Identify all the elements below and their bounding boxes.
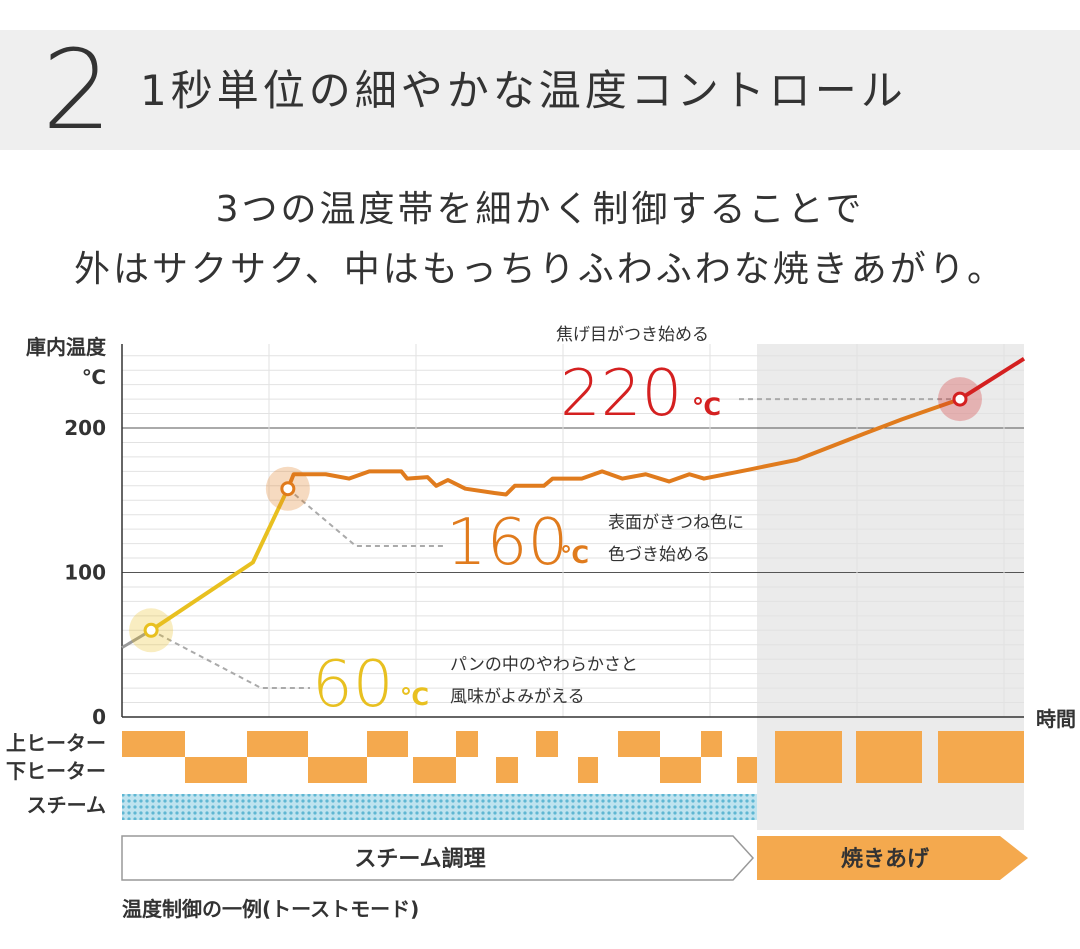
temp-160-value: 160 — [446, 506, 568, 580]
lower-heater-on-block — [660, 757, 701, 783]
guide-line-60 — [150, 629, 310, 689]
upper-heater-on-block — [456, 731, 478, 757]
lower-heater-label: 下ヒーター — [6, 759, 106, 783]
lower-heater-on-block — [413, 757, 456, 783]
temp-60-note-line2: 風味がよみがえる — [450, 687, 585, 707]
marker-point-220 — [952, 391, 968, 407]
steam-label: スチーム — [27, 793, 106, 817]
steam-phase-label: スチーム調理 — [354, 846, 485, 872]
lower-heater-on-block — [856, 757, 922, 783]
y-tick-label: 100 — [64, 561, 106, 585]
upper-heater-on-block — [775, 731, 842, 757]
baking-phase-arrow — [757, 836, 1028, 880]
x-axis-label: 時間 — [1036, 707, 1076, 731]
temperature-series-line-2 — [958, 356, 1026, 401]
lower-heater-on-block — [308, 757, 367, 783]
baking-phase-label: 焼きあげ — [841, 846, 930, 872]
temp-220-note: 焦げ目がつき始める — [556, 325, 709, 345]
upper-heater-on-block — [618, 731, 660, 757]
temp-160-note-line2: 色づき始める — [608, 545, 710, 565]
lower-heater-on-block — [938, 757, 1024, 783]
step-number: 2 — [42, 26, 112, 154]
lower-heater-on-block — [185, 757, 247, 783]
lower-heater-on-block — [775, 757, 842, 783]
upper-heater-on-block — [701, 731, 722, 757]
temp-220-value: 220 — [560, 357, 682, 431]
upper-heater-on-block — [367, 731, 408, 757]
lower-heater-on-block — [578, 757, 598, 783]
temp-220-unit: ℃ — [692, 393, 721, 421]
guide-line-160 — [287, 487, 445, 547]
y-tick-label: 0 — [92, 705, 106, 729]
chart-caption: 温度制御の一例(トーストモード) — [122, 897, 420, 921]
y-axis-label: 庫内温度 — [26, 335, 107, 359]
upper-heater-on-block — [536, 731, 558, 757]
temp-60-value: 60 — [312, 648, 393, 722]
upper-heater-label: 上ヒーター — [6, 731, 106, 755]
temp-60-note-line1: パンの中のやわらかさと — [450, 655, 638, 675]
section-title: 1秒単位の細やかな温度コントロール — [140, 66, 907, 115]
upper-heater-on-block — [247, 731, 308, 757]
steam-bar — [122, 794, 757, 820]
lower-heater-on-block — [496, 757, 518, 783]
tagline-line-1: 3つの温度帯を細かく制御することで — [215, 189, 865, 230]
marker-point-160 — [280, 481, 296, 497]
temperature-series-line-1 — [285, 397, 961, 497]
upper-heater-on-block — [122, 731, 185, 757]
temperature-series-line-0 — [149, 487, 290, 632]
y-tick-label: 200 — [64, 416, 106, 440]
upper-heater-on-block — [938, 731, 1024, 757]
temp-160-note-line1: 表面がきつね色に — [608, 513, 744, 533]
marker-point-60 — [143, 622, 159, 638]
y-axis-unit: ℃ — [82, 365, 106, 389]
header-band — [0, 30, 1080, 150]
tagline-line-2: 外はサクサク、中はもっちりふわふわな焼きあがり。 — [73, 249, 1007, 290]
temp-160-unit: ℃ — [560, 541, 589, 569]
steam-phase-arrow — [121, 835, 755, 881]
lower-heater-on-block — [737, 757, 757, 783]
upper-heater-on-block — [856, 731, 922, 757]
temp-60-unit: ℃ — [400, 683, 429, 711]
